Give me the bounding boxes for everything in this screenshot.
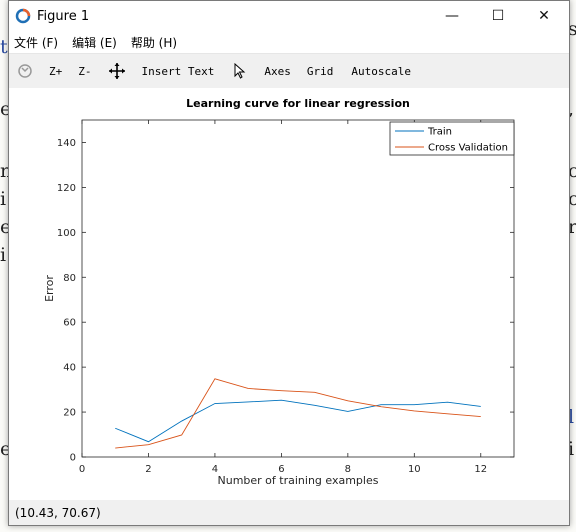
learning-curve-plot: Learning curve for linear regression 0 2 4 6… [43, 97, 515, 487]
matlab-figure-icon [15, 8, 31, 24]
cursor-coordinates: (10.43, 70.67) [15, 505, 101, 520]
series-line-cross-validation [115, 378, 481, 449]
figure-window: Figure 1 — ☐ ✕ 文件 (F) 编辑 (E) 帮助 (H) Z+ Z… [8, 0, 570, 526]
menu-help[interactable]: 帮助 (H) [130, 35, 178, 50]
axes-button[interactable]: Axes [264, 64, 291, 78]
x-tick-label: 8 [345, 464, 351, 475]
y-tick-label: 80 [63, 273, 76, 284]
pan-tool-icon[interactable] [108, 62, 126, 80]
y-tick-label: 0 [70, 453, 76, 464]
close-button[interactable]: ✕ [538, 8, 550, 24]
y-tick-label: 20 [63, 408, 76, 419]
chart-title: Learning curve for linear regression [186, 97, 410, 110]
insert-text-button[interactable]: Insert Text [141, 64, 215, 78]
x-tick-label: 10 [408, 464, 421, 475]
y-axis-label: Error [43, 275, 56, 302]
legend-box [389, 121, 515, 156]
x-axis-label: Number of training examples [218, 474, 379, 487]
x-tick-label: 2 [145, 464, 151, 475]
status-bar: (10.43, 70.67) [9, 500, 569, 525]
grid-button[interactable]: Grid [306, 64, 334, 78]
x-tick-label: 0 [79, 464, 85, 475]
y-tick-label: 140 [57, 138, 76, 149]
rotate-tool-icon[interactable] [17, 63, 33, 79]
y-tick-label: 60 [63, 318, 76, 329]
x-tick-label: 4 [212, 464, 218, 475]
y-tick-label: 120 [57, 183, 76, 194]
toolbar: Z+ Z- Insert Text Axes Grid Autoscale [9, 54, 569, 89]
title-bar[interactable]: Figure 1 — ☐ ✕ [9, 1, 569, 31]
x-tick-label: 12 [474, 464, 487, 475]
legend-label: Cross Validation [428, 143, 508, 154]
minimize-button[interactable]: — [445, 8, 459, 24]
window-title: Figure 1 [37, 8, 90, 24]
x-tick-label: 6 [278, 464, 284, 475]
series-line-train [115, 399, 481, 443]
select-arrow-icon[interactable] [234, 63, 246, 79]
legend-label: Train [427, 127, 452, 138]
menu-edit[interactable]: 编辑 (E) [72, 35, 117, 50]
autoscale-button[interactable]: Autoscale [351, 64, 411, 78]
y-tick-label: 40 [63, 363, 76, 374]
zoom-in-button[interactable]: Z+ [49, 64, 63, 78]
menu-file[interactable]: 文件 (F) [14, 35, 59, 50]
zoom-out-button[interactable]: Z- [78, 64, 92, 78]
plot-area [81, 119, 515, 458]
menu-bar: 文件 (F) 编辑 (E) 帮助 (H) [9, 31, 569, 54]
maximize-button[interactable]: ☐ [491, 8, 505, 24]
y-tick-label: 100 [57, 228, 76, 239]
figure-canvas[interactable]: Learning curve for linear regression 0 2 4 6… [9, 88, 569, 500]
